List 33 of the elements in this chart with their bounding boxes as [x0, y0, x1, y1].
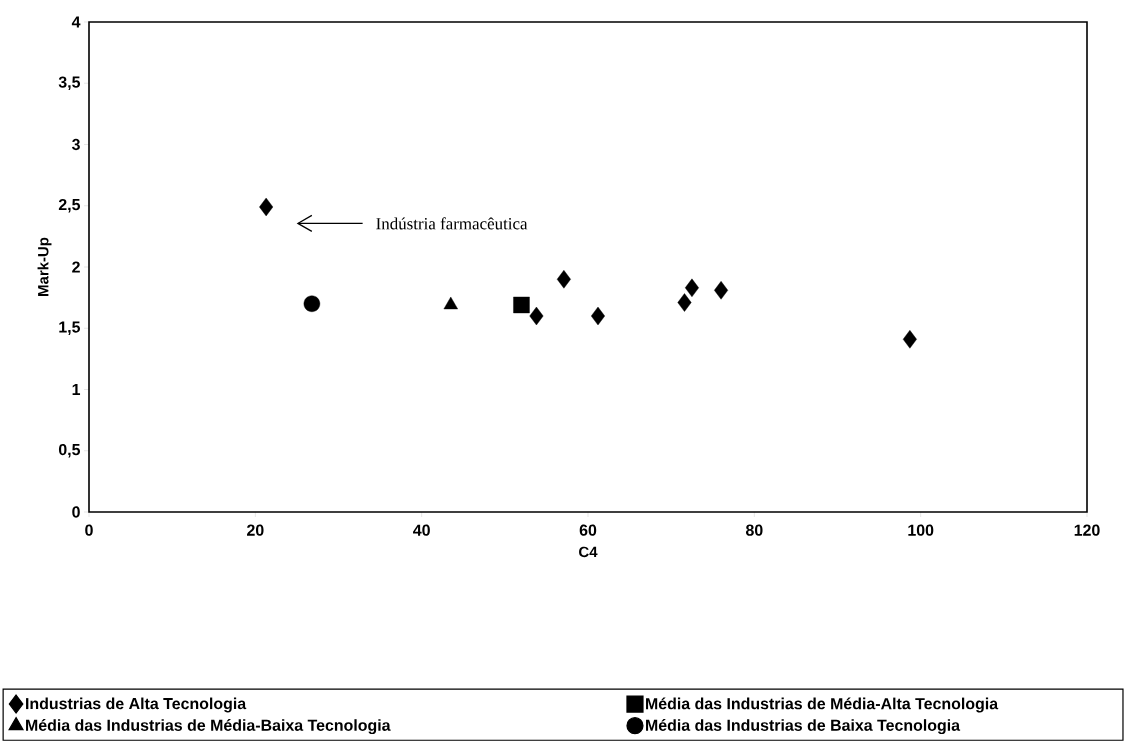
x-tick-label: 120	[1074, 524, 1100, 536]
y-tick-label: 1	[72, 384, 81, 395]
x-tick-label: 80	[745, 524, 763, 536]
y-tick-label: 0	[72, 506, 80, 518]
y-tick-label: 4	[71, 16, 81, 28]
y-tick-label: 3,5	[58, 76, 81, 91]
y-tick-label: 2	[72, 261, 80, 273]
y-tick-label: 3	[71, 138, 80, 151]
x-tick-label: 40	[413, 524, 430, 536]
x-tick-label: 60	[579, 524, 597, 536]
point	[303, 295, 321, 312]
point	[591, 306, 605, 326]
legend-label: Média das Industrias de Média-Baixa Tecnologia	[26, 719, 391, 735]
x-tick-label: 0	[85, 524, 93, 536]
point	[259, 197, 274, 217]
legend-label: Média das Industrias de Baixa Tecnologia	[646, 719, 961, 735]
legend-label: Industrias de Alta Tecnologia	[26, 697, 247, 713]
point	[677, 293, 692, 312]
point	[685, 278, 699, 298]
y-axis-title: Mark-Up	[37, 237, 52, 296]
x-tick-label: 20	[247, 524, 264, 536]
point	[556, 270, 571, 289]
y-tick-label: 2,5	[58, 198, 81, 213]
point	[902, 330, 917, 349]
y-tick-label: 1,5	[59, 321, 81, 335]
x-axis-title: C4	[579, 546, 598, 558]
legend-label: Média das Industrias de Média-Alta Tecnologia	[646, 697, 999, 713]
annotation: Indústria farmacêutica	[376, 217, 528, 230]
x-tick-label: 100	[908, 524, 934, 536]
y-tick-label: 0,5	[58, 443, 81, 458]
point	[513, 296, 530, 314]
point	[714, 281, 729, 300]
point	[529, 306, 544, 326]
